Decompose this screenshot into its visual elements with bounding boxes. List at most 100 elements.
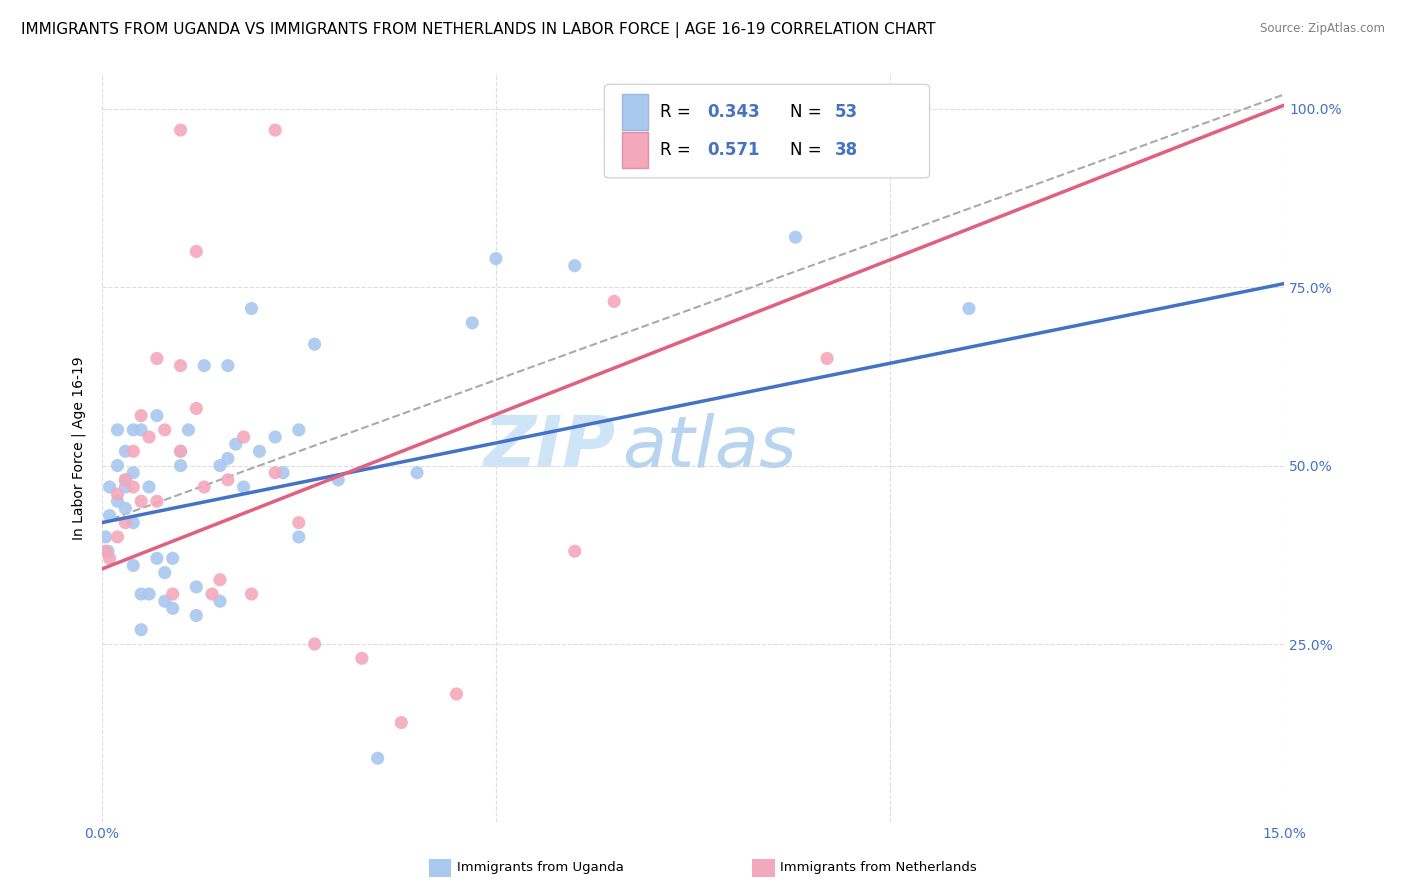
- Point: [129, 623, 152, 637]
- Point: [146, 551, 169, 566]
- Point: [957, 301, 980, 316]
- Text: R =: R =: [659, 103, 696, 121]
- Point: [186, 244, 208, 259]
- Y-axis label: In Labor Force | Age 16-19: In Labor Force | Age 16-19: [72, 356, 86, 540]
- Point: [682, 137, 704, 152]
- Point: [146, 494, 169, 508]
- Point: [217, 473, 239, 487]
- Point: [288, 423, 311, 437]
- Text: atlas: atlas: [621, 413, 797, 483]
- Point: [264, 466, 287, 480]
- Point: [97, 544, 120, 558]
- Point: [328, 473, 350, 487]
- Point: [146, 409, 169, 423]
- Point: [264, 430, 287, 444]
- Point: [114, 473, 136, 487]
- Text: 53: 53: [835, 103, 858, 121]
- Point: [304, 637, 326, 651]
- Point: [271, 466, 294, 480]
- Text: Immigrants from Netherlands: Immigrants from Netherlands: [780, 862, 977, 874]
- Point: [94, 544, 117, 558]
- Point: [114, 501, 136, 516]
- Point: [122, 480, 145, 494]
- Point: [446, 687, 468, 701]
- Point: [815, 351, 838, 366]
- Point: [304, 337, 326, 351]
- Point: [232, 480, 254, 494]
- Point: [122, 423, 145, 437]
- Point: [169, 458, 191, 473]
- Point: [193, 359, 215, 373]
- Point: [107, 458, 129, 473]
- Point: [162, 601, 184, 615]
- Point: [153, 423, 176, 437]
- Point: [162, 587, 184, 601]
- Point: [240, 301, 263, 316]
- FancyBboxPatch shape: [621, 132, 648, 168]
- Point: [114, 444, 136, 458]
- Point: [138, 430, 160, 444]
- Point: [138, 480, 160, 494]
- Point: [603, 294, 626, 309]
- Point: [98, 551, 121, 566]
- Point: [107, 423, 129, 437]
- Point: [169, 444, 191, 458]
- Point: [146, 351, 169, 366]
- Point: [485, 252, 508, 266]
- Point: [367, 751, 389, 765]
- Text: 0.571: 0.571: [707, 141, 759, 159]
- Point: [186, 401, 208, 416]
- Text: N =: N =: [790, 141, 827, 159]
- Text: N =: N =: [790, 103, 827, 121]
- Point: [107, 494, 129, 508]
- Point: [201, 587, 224, 601]
- Point: [288, 516, 311, 530]
- Point: [186, 580, 208, 594]
- Point: [114, 480, 136, 494]
- Point: [129, 587, 152, 601]
- Point: [186, 608, 208, 623]
- Point: [461, 316, 484, 330]
- Text: ZIP: ZIP: [484, 413, 616, 483]
- FancyBboxPatch shape: [621, 95, 648, 130]
- Point: [114, 516, 136, 530]
- Point: [169, 123, 191, 137]
- Point: [122, 516, 145, 530]
- Point: [169, 444, 191, 458]
- Point: [107, 487, 129, 501]
- Text: 0.343: 0.343: [707, 103, 761, 121]
- Point: [564, 544, 586, 558]
- Text: 38: 38: [835, 141, 858, 159]
- Point: [217, 359, 239, 373]
- Point: [162, 551, 184, 566]
- Text: Immigrants from Uganda: Immigrants from Uganda: [457, 862, 624, 874]
- FancyBboxPatch shape: [605, 84, 929, 178]
- Point: [225, 437, 247, 451]
- Point: [208, 594, 231, 608]
- Text: R =: R =: [659, 141, 696, 159]
- Point: [247, 444, 270, 458]
- Point: [264, 123, 287, 137]
- Point: [129, 409, 152, 423]
- Point: [350, 651, 373, 665]
- Point: [208, 458, 231, 473]
- Point: [153, 594, 176, 608]
- Point: [406, 466, 429, 480]
- Point: [169, 359, 191, 373]
- Point: [129, 423, 152, 437]
- Point: [129, 494, 152, 508]
- Point: [153, 566, 176, 580]
- Point: [288, 530, 311, 544]
- Point: [122, 558, 145, 573]
- Point: [107, 530, 129, 544]
- Text: IMMIGRANTS FROM UGANDA VS IMMIGRANTS FROM NETHERLANDS IN LABOR FORCE | AGE 16-19: IMMIGRANTS FROM UGANDA VS IMMIGRANTS FRO…: [21, 22, 935, 38]
- Point: [208, 573, 231, 587]
- Point: [217, 451, 239, 466]
- Point: [761, 102, 783, 116]
- Point: [138, 587, 160, 601]
- Point: [98, 508, 121, 523]
- Point: [240, 587, 263, 601]
- Point: [389, 715, 412, 730]
- Point: [122, 466, 145, 480]
- Point: [122, 444, 145, 458]
